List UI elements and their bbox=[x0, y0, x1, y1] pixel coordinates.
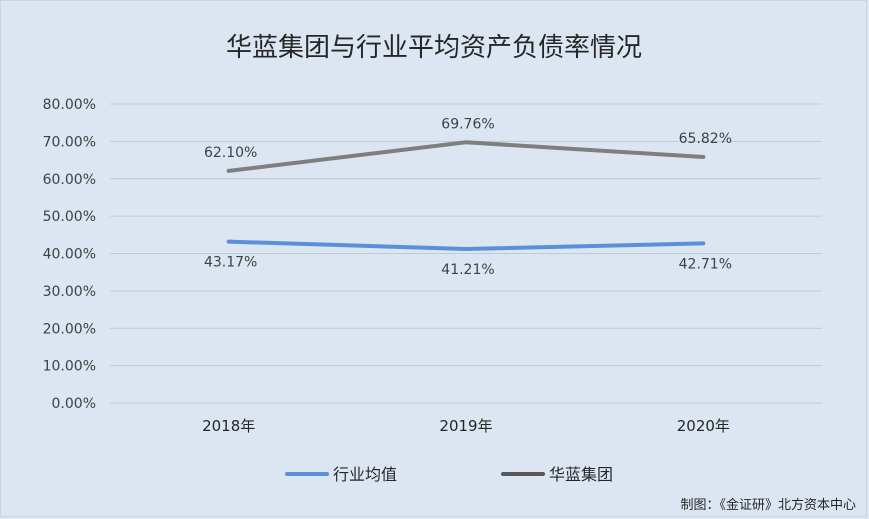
y-tick-label: 40.00% bbox=[43, 247, 96, 263]
legend-label: 行业均值 bbox=[333, 465, 397, 484]
y-tick-label: 70.00% bbox=[43, 134, 96, 150]
y-tick-label: 80.00% bbox=[43, 97, 96, 113]
legend: 行业均值 华蓝集团 bbox=[285, 465, 613, 484]
y-tick-label: 50.00% bbox=[43, 209, 96, 225]
data-labels: 43.17% 41.21% 42.71% 62.10% 69.76% 65.82% bbox=[204, 116, 732, 278]
data-label: 42.71% bbox=[679, 256, 732, 272]
x-tick-label: 2020年 bbox=[677, 417, 730, 435]
x-axis-ticks: 2018年 2019年 2020年 bbox=[202, 417, 730, 435]
data-label: 62.10% bbox=[204, 145, 257, 161]
x-tick-label: 2019年 bbox=[439, 417, 492, 435]
data-label: 65.82% bbox=[679, 131, 732, 147]
y-axis-ticks: 0.00% 10.00% 20.00% 30.00% 40.00% 50.00% 60.00… bbox=[43, 97, 96, 412]
credit-text: 制图：《金证研》北方资本中心 bbox=[680, 497, 856, 513]
y-tick-label: 20.00% bbox=[43, 321, 96, 337]
data-label: 69.76% bbox=[441, 116, 494, 132]
y-tick-label: 10.00% bbox=[43, 359, 96, 375]
data-label: 43.17% bbox=[204, 255, 257, 271]
series-line bbox=[226, 140, 706, 173]
y-tick-label: 0.00% bbox=[52, 396, 96, 412]
series-line bbox=[226, 239, 706, 251]
x-tick-label: 2018年 bbox=[202, 417, 255, 435]
y-tick-label: 60.00% bbox=[43, 172, 96, 188]
grid bbox=[110, 103, 822, 404]
chart-title: 华蓝集团与行业平均资产负债率情况 bbox=[226, 33, 642, 63]
series-lines bbox=[226, 140, 706, 251]
legend-label: 华蓝集团 bbox=[549, 465, 613, 484]
y-tick-label: 30.00% bbox=[43, 284, 96, 300]
data-label: 41.21% bbox=[441, 262, 494, 278]
